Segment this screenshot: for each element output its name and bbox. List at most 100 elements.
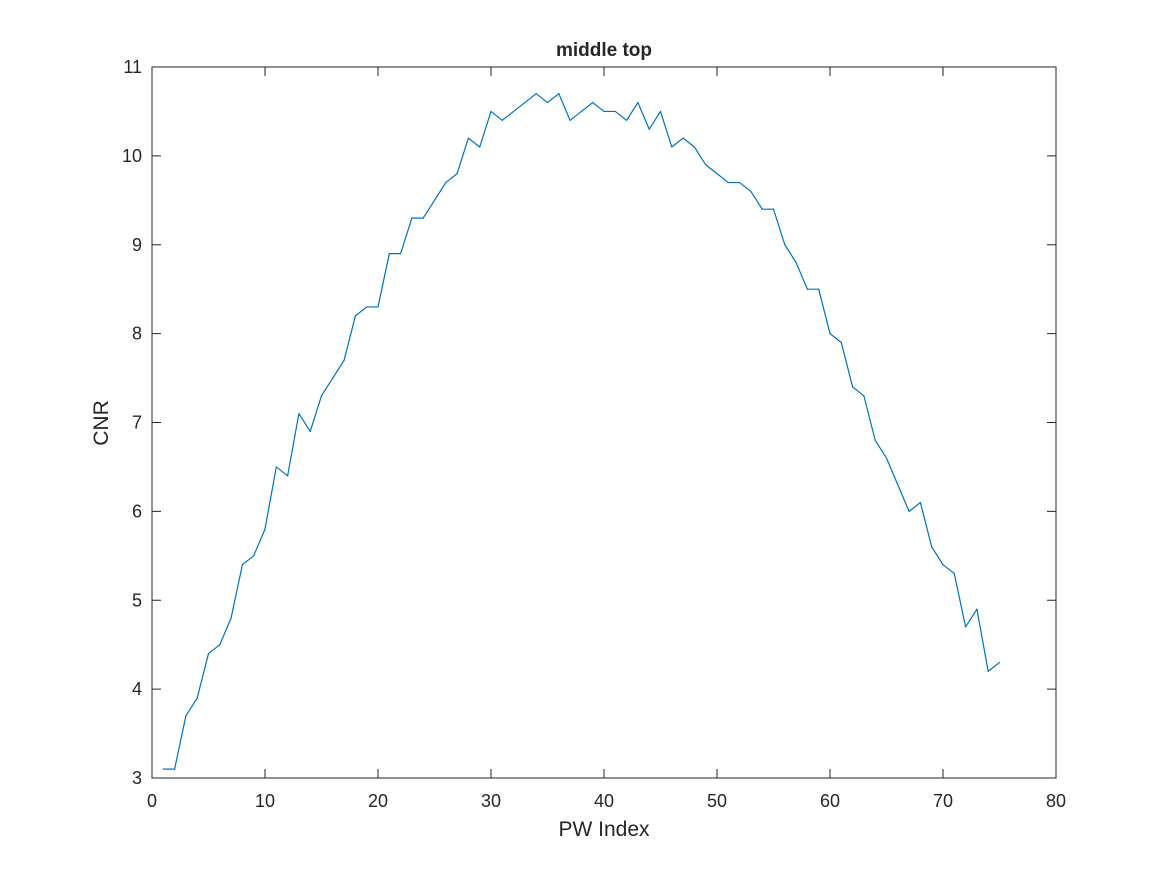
data-point	[513, 110, 515, 113]
y-tick-label: 5	[132, 590, 142, 610]
x-axis-ticks: 0 10 20 30 40 50 60 70 80	[147, 67, 1066, 811]
y-tick-label: 6	[132, 501, 142, 521]
data-point	[558, 93, 560, 95]
data-point	[897, 484, 899, 486]
data-point	[411, 217, 413, 219]
data-point	[162, 768, 164, 770]
data-point	[818, 288, 820, 290]
data-point	[479, 146, 481, 148]
data-point	[705, 164, 707, 166]
data-point	[919, 501, 922, 504]
data-point	[422, 217, 424, 219]
data-point	[207, 652, 210, 655]
data-point	[648, 128, 650, 130]
data-point	[942, 564, 944, 566]
data-point	[569, 119, 571, 121]
x-tick-label: 0	[147, 791, 157, 811]
chart-title: middle top	[556, 40, 652, 61]
data-point	[264, 528, 266, 530]
data-point	[863, 395, 865, 397]
data-point	[976, 608, 978, 610]
data-point	[908, 510, 910, 512]
data-point	[998, 661, 1001, 664]
data-point	[332, 377, 334, 379]
data-point	[230, 617, 232, 619]
data-point	[275, 466, 277, 468]
data-point	[377, 306, 379, 308]
data-point	[637, 101, 639, 104]
data-point	[388, 253, 390, 255]
y-axis-ticks: 3 4 5 6 7 8 9 10 11	[122, 57, 1056, 788]
data-point	[829, 333, 831, 335]
data-point	[840, 341, 842, 344]
data-point	[219, 644, 221, 646]
x-tick-label: 20	[368, 791, 388, 811]
y-tick-label: 11	[123, 57, 142, 77]
data-point	[524, 101, 526, 104]
data-point	[614, 110, 616, 113]
data-point	[400, 253, 402, 255]
data-point	[806, 288, 809, 290]
data-point	[784, 244, 786, 246]
data-point	[298, 413, 300, 415]
data-point	[953, 572, 955, 575]
y-axis-label: CNR	[90, 400, 113, 446]
x-tick-label: 80	[1046, 791, 1066, 811]
data-point	[546, 101, 549, 104]
data-point	[659, 110, 662, 113]
data-point	[196, 697, 198, 699]
x-tick-label: 60	[820, 791, 840, 811]
data-point	[174, 768, 176, 770]
data-point	[965, 626, 967, 628]
data-point	[241, 564, 243, 566]
x-tick-label: 70	[933, 791, 953, 811]
data-point	[626, 119, 628, 121]
data-point	[535, 93, 537, 95]
plot-area	[151, 66, 1057, 779]
data-point	[366, 306, 368, 308]
series-group	[162, 93, 1001, 770]
y-tick-label: 9	[132, 235, 142, 255]
y-tick-label: 4	[132, 679, 142, 699]
data-point	[852, 386, 854, 388]
y-tick-label: 7	[132, 413, 142, 433]
data-point	[490, 110, 492, 113]
data-point	[592, 101, 594, 104]
data-point	[185, 715, 187, 717]
data-point	[739, 181, 741, 184]
data-point	[682, 137, 684, 139]
data-point	[795, 261, 797, 264]
data-point	[253, 555, 255, 557]
data-point	[885, 457, 888, 459]
x-tick-label: 40	[594, 791, 614, 811]
data-point	[772, 208, 775, 210]
data-point	[354, 315, 356, 317]
data-point	[320, 395, 323, 397]
data-point	[874, 439, 876, 441]
data-point	[467, 137, 469, 139]
y-tick-label: 10	[122, 146, 142, 166]
data-point	[750, 190, 752, 193]
x-tick-label: 30	[481, 791, 501, 811]
data-point	[433, 199, 436, 201]
x-axis-label: PW Index	[558, 818, 650, 841]
data-point	[343, 359, 345, 361]
data-point	[580, 110, 583, 113]
data-point	[671, 146, 673, 148]
data-point	[987, 670, 989, 672]
y-tick-label: 8	[132, 324, 142, 344]
data-point	[603, 110, 605, 113]
data-point	[931, 546, 933, 548]
x-tick-label: 10	[255, 791, 275, 811]
data-point	[456, 173, 458, 175]
y-tick-label: 3	[132, 768, 142, 788]
data-point	[501, 119, 503, 121]
data-point	[716, 173, 718, 175]
data-point	[309, 430, 311, 432]
data-point	[693, 146, 696, 148]
x-tick-label: 50	[707, 791, 727, 811]
data-point	[727, 181, 729, 184]
plot-box	[151, 66, 1057, 779]
data-point	[445, 181, 447, 184]
